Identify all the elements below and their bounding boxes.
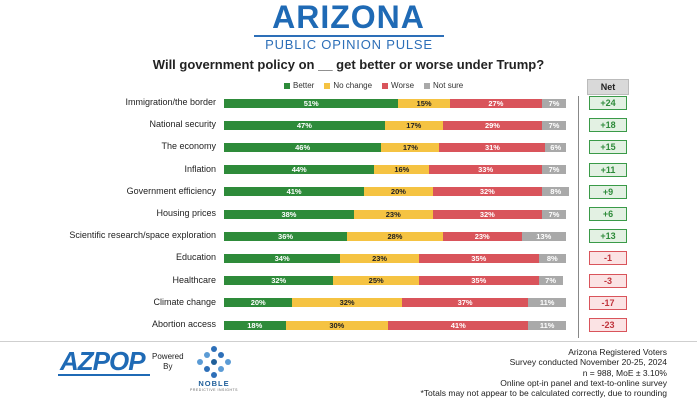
bar-segment-worse: 23% [442,231,522,241]
bar-segment-notsure: 7% [542,120,566,130]
bar-segment-nochange: 25% [333,276,419,286]
note-line: Online opt-in panel and text-to-online s… [500,377,667,388]
bar-segment-notsure: 7% [542,209,566,219]
legend-item-worse: Worse [382,81,414,90]
net-value: -3 [589,273,627,288]
net-value: +6 [589,207,627,221]
net-value: +9 [589,184,627,199]
bar-segment-nochange: 17% [384,120,443,130]
noble-tagline: PREDICTIVE INSIGHTS [190,388,239,392]
legend-item-better: Better [284,81,314,90]
bar-segment-worse: 37% [401,298,529,308]
bar-segment-better: 46% [224,142,382,152]
bar-segment-notsure: 6% [545,142,566,152]
bar-segment-notsure: 7% [542,98,566,108]
legend-item-no-change: No change [324,81,372,90]
bar-segment-worse: 35% [418,276,539,286]
category-label: The economy [161,141,216,152]
category-label: Government efficiency [126,185,216,196]
brand-title: ARIZONA [272,0,425,35]
bar-segment-nochange: 17% [381,142,440,152]
net-value: +13 [589,229,627,244]
bar-segment-worse: 32% [432,187,543,197]
bar-segment-nochange: 20% [364,187,433,197]
bar-segment-nochange: 28% [347,231,443,241]
bar-segment-worse: 31% [439,142,546,152]
bar-segment-better: 20% [224,298,293,308]
bar-segment-nochange: 30% [285,320,389,330]
note-line: Survey conducted November 20-25, 2024 [509,357,667,368]
bar-segment-better: 41% [224,187,365,197]
chart-question-title: Will government policy on __ get better … [152,57,545,72]
bar-segment-notsure: 11% [528,320,566,330]
bar-segment-better: 51% [224,98,399,108]
note-line: *Totals may not appear to be calculated … [420,388,668,399]
legend-swatch-no-change [324,82,331,89]
survey-notes: Arizona Registered Voters Survey conduct… [421,347,668,398]
net-value: +11 [589,162,627,177]
bar-segment-worse: 27% [449,98,543,108]
powered-line-1: Powered [152,352,184,361]
bar-segment-better: 47% [224,120,385,130]
bar-segment-better: 38% [224,209,354,219]
powered-by-text: Powered By [152,352,184,372]
legend-item-not-sure: Not sure [424,81,463,90]
category-label: Education [175,252,216,263]
bar-segment-nochange: 15% [398,98,450,108]
bar-segment-better: 32% [224,276,334,286]
legend-label-not-sure: Not sure [433,81,464,90]
noble-name: NOBLE [198,379,230,388]
legend-label-better: Better [293,81,315,90]
bar-segment-worse: 35% [418,253,539,263]
bar-segment-better: 36% [224,231,348,241]
brand-subtitle: PUBLIC OPINION PULSE [254,35,444,52]
net-value: -17 [589,295,627,310]
bar-segment-nochange: 32% [292,298,402,308]
note-line: n = 988, MoE ± 3.10% [582,367,667,378]
azpop-logo: AZPOP [60,346,146,376]
net-value: +15 [589,140,627,155]
bar-segment-notsure: 8% [542,187,570,197]
bar-segment-better: 34% [224,253,341,263]
category-label: Abortion access [151,319,216,329]
bar-segment-notsure: 13% [521,231,566,241]
category-label: National security [149,119,216,130]
legend-swatch-better [284,82,290,89]
net-value: -23 [589,318,627,332]
bar-segment-worse: 32% [432,209,543,219]
legend-swatch-worse [382,82,389,89]
bar-segment-notsure: 7% [542,165,566,175]
category-label: Immigration/the border [125,97,216,107]
bar-segment-nochange: 23% [353,209,433,219]
bar-segment-notsure: 7% [538,276,563,286]
bar-segment-worse: 29% [442,120,543,130]
category-label: Healthcare [172,274,216,285]
net-value: -1 [589,251,627,266]
net-column-header: Net [587,79,629,95]
bar-segment-better: 18% [224,320,286,330]
net-divider [578,96,579,338]
legend-swatch-not-sure [424,82,431,89]
note-line: Arizona Registered Voters [568,347,667,357]
bar-segment-notsure: 11% [528,298,566,308]
legend-label-no-change: No change [333,81,373,90]
bar-segment-better: 44% [224,165,375,175]
bar-segment-nochange: 16% [374,165,430,175]
powered-line-2: By [163,362,173,371]
bar-segment-worse: 41% [388,320,529,330]
bar-segment-worse: 33% [429,165,543,175]
net-value: +24 [589,96,627,110]
category-label: Scientific research/space exploration [69,230,216,241]
bar-segment-notsure: 8% [538,253,566,263]
azpop-logo-underline [58,374,150,376]
category-label: Inflation [184,163,216,174]
category-label: Climate change [153,296,216,307]
footer-divider [0,341,697,342]
noble-logo-icon [197,346,231,378]
chart-legend: Better No change Worse Not sure [284,81,463,90]
net-value: +18 [589,118,627,133]
category-label: Housing prices [156,208,216,218]
legend-label-worse: Worse [391,81,415,90]
bar-segment-nochange: 23% [340,253,419,263]
